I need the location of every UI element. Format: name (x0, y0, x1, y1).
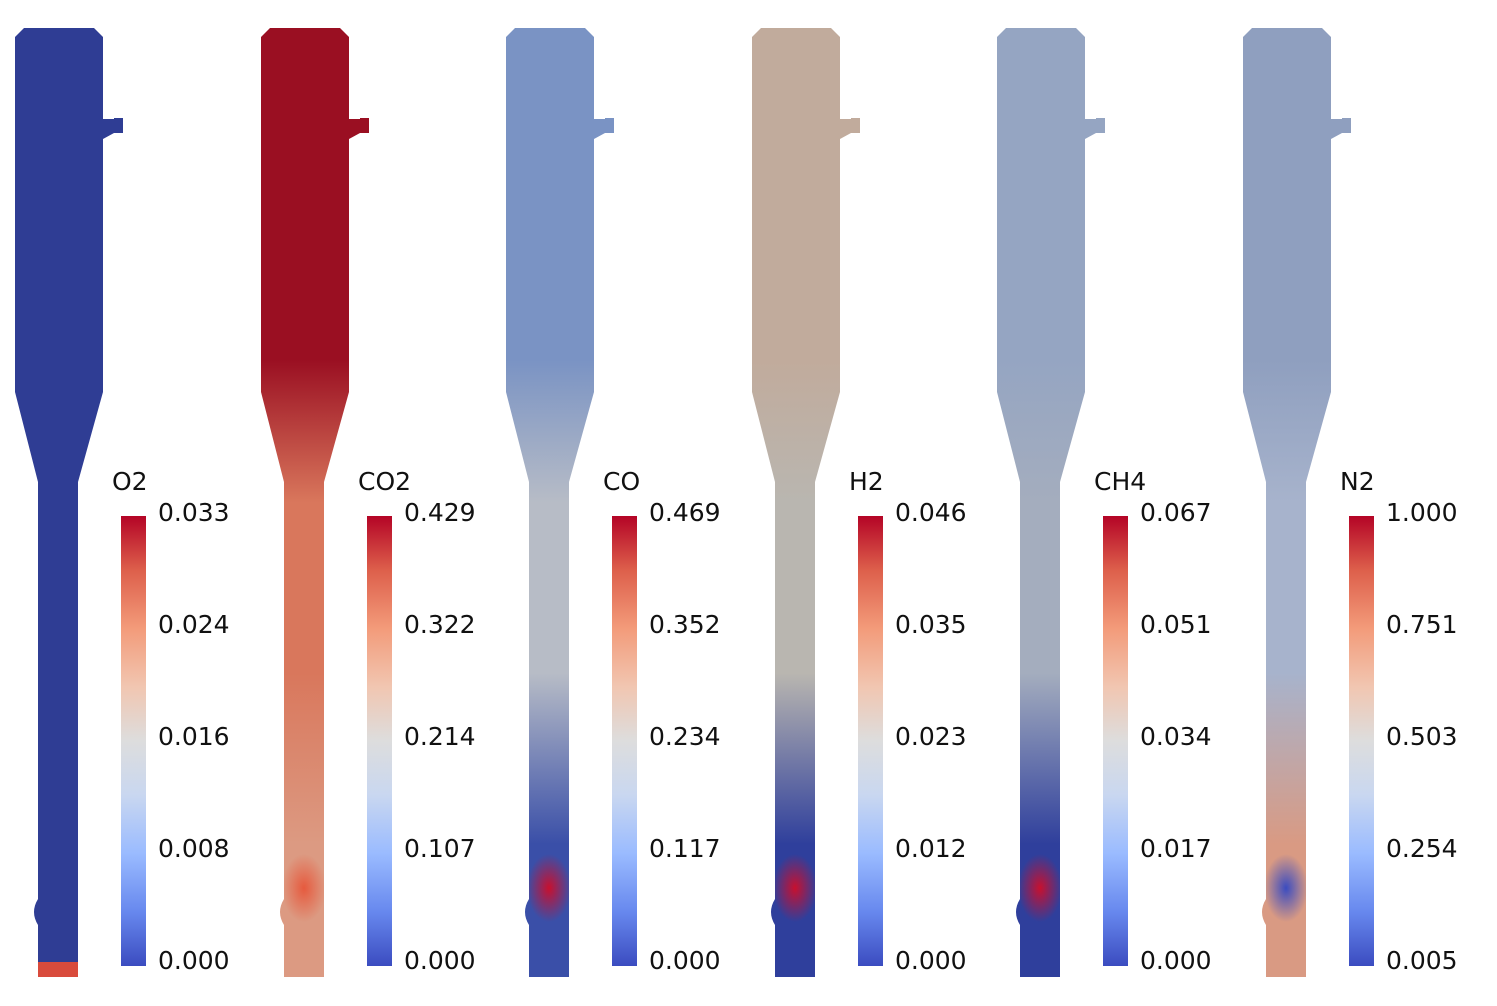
inlet-region (38, 962, 78, 977)
reactor-body (15, 28, 123, 977)
colorbar-tick-label: 0.214 (404, 722, 476, 751)
panel-o2: O2 0.033 0.024 0.016 0.008 0.000 (0, 0, 246, 1006)
colorbar-tick-label: 0.469 (649, 498, 721, 527)
colorbar-title: CO (603, 467, 641, 496)
colorbar-tick-label: 0.033 (158, 498, 230, 527)
panel-co: CO 0.469 0.352 0.234 0.117 0.000 (491, 0, 737, 1006)
colorbar-tick-label: 0.008 (158, 834, 230, 863)
colorbar-tick-label: 0.751 (1386, 610, 1458, 639)
panel-ch4: CH4 0.067 0.051 0.034 0.017 0.000 (982, 0, 1228, 1006)
colorbar-tick-label: 0.254 (1386, 834, 1458, 863)
colorbar-tick-label: 0.000 (158, 946, 230, 975)
colorbar-tick-label: 0.034 (1140, 722, 1212, 751)
reactor-contour-n2 (1243, 28, 1351, 977)
colorbar-tick-label: 0.051 (1140, 610, 1212, 639)
reactor-contour-co2 (261, 28, 369, 977)
reaction-hotspot (1018, 854, 1062, 922)
reactor-body (261, 28, 369, 977)
reactor-body (506, 28, 614, 977)
colorbar-tick-label: 0.005 (1386, 946, 1458, 975)
colorbar (612, 516, 637, 966)
colorbar-tick-label: 0.067 (1140, 498, 1212, 527)
reactor-body (997, 28, 1105, 977)
colorbar-title: CO2 (358, 467, 412, 496)
reactor-contour-h2 (752, 28, 860, 977)
panel-h2: H2 0.046 0.035 0.023 0.012 0.000 (737, 0, 983, 1006)
colorbar-tick-label: 1.000 (1386, 498, 1458, 527)
colorbar-tick-label: 0.234 (649, 722, 721, 751)
colorbar-tick-label: 0.035 (895, 610, 967, 639)
colorbar-tick-label: 0.429 (404, 498, 476, 527)
colorbar-tick-label: 0.017 (1140, 834, 1212, 863)
colorbar-tick-label: 0.000 (1140, 946, 1212, 975)
colorbar (121, 516, 146, 966)
reaction-hotspot (527, 854, 571, 922)
colorbar (1103, 516, 1128, 966)
reactor-body (752, 28, 860, 977)
colorbar-tick-label: 0.016 (158, 722, 230, 751)
colorbar (1349, 516, 1374, 966)
reactor-contour-ch4 (997, 28, 1105, 977)
panel-co2: CO2 0.429 0.322 0.214 0.107 0.000 (246, 0, 492, 1006)
colorbar-title: O2 (112, 467, 148, 496)
colorbar-tick-label: 0.503 (1386, 722, 1458, 751)
panel-n2: N2 1.000 0.751 0.503 0.254 0.005 (1228, 0, 1474, 1006)
colorbar-tick-label: 0.000 (649, 946, 721, 975)
colorbar-tick-label: 0.000 (404, 946, 476, 975)
reaction-hotspot (773, 854, 817, 922)
colorbar-tick-label: 0.024 (158, 610, 230, 639)
reaction-hotspot (1264, 854, 1308, 922)
colorbar-tick-label: 0.117 (649, 834, 721, 863)
colorbar-tick-label: 0.012 (895, 834, 967, 863)
reaction-hotspot (282, 854, 326, 922)
reactor-contour-o2 (15, 28, 123, 977)
colorbar-tick-label: 0.107 (404, 834, 476, 863)
colorbar-title: H2 (849, 467, 884, 496)
colorbar-tick-label: 0.352 (649, 610, 721, 639)
colorbar (367, 516, 392, 966)
colorbar-tick-label: 0.322 (404, 610, 476, 639)
colorbar-tick-label: 0.023 (895, 722, 967, 751)
colorbar-tick-label: 0.046 (895, 498, 967, 527)
reactor-contour-co (506, 28, 614, 977)
reactor-body (1243, 28, 1351, 977)
colorbar-tick-label: 0.000 (895, 946, 967, 975)
colorbar-title: CH4 (1094, 467, 1147, 496)
colorbar-title: N2 (1340, 467, 1375, 496)
colorbar (858, 516, 883, 966)
